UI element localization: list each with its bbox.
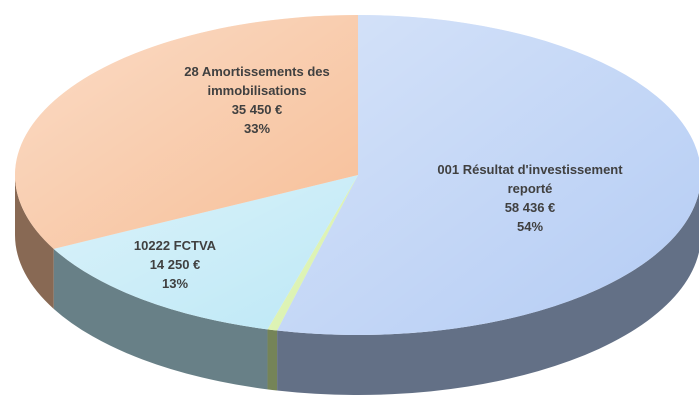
- slice-shine: [53, 175, 358, 330]
- category-label: 10222 FCTVA: [133, 238, 217, 253]
- slice-side: [15, 175, 54, 309]
- slice-label: 10222 FCTVA 14 250 € 13%: [75, 236, 275, 293]
- value-label: 33%: [243, 121, 271, 136]
- value-label: 58 436 €: [504, 200, 556, 215]
- slice-shine: [14, 15, 359, 249]
- category-label: 001 Résultat d'investissement reporté: [437, 162, 623, 196]
- slice-side: [53, 248, 268, 390]
- value-label: 35 450 €: [231, 102, 283, 117]
- slice-side: [277, 191, 699, 395]
- category-label: 28 Amortissements des immobilisations: [184, 64, 330, 98]
- slice-label: 001 Résultat d'investissement reporté 58 …: [430, 160, 630, 236]
- slice-shine: [267, 175, 358, 331]
- slice-shine: [277, 15, 699, 335]
- value-label: 54%: [516, 219, 544, 234]
- value-label: 13%: [161, 276, 189, 291]
- slice-label: 28 Amortissements des immobilisations 35 …: [167, 62, 347, 138]
- slice-side: [267, 329, 278, 391]
- value-label: 14 250 €: [149, 257, 201, 272]
